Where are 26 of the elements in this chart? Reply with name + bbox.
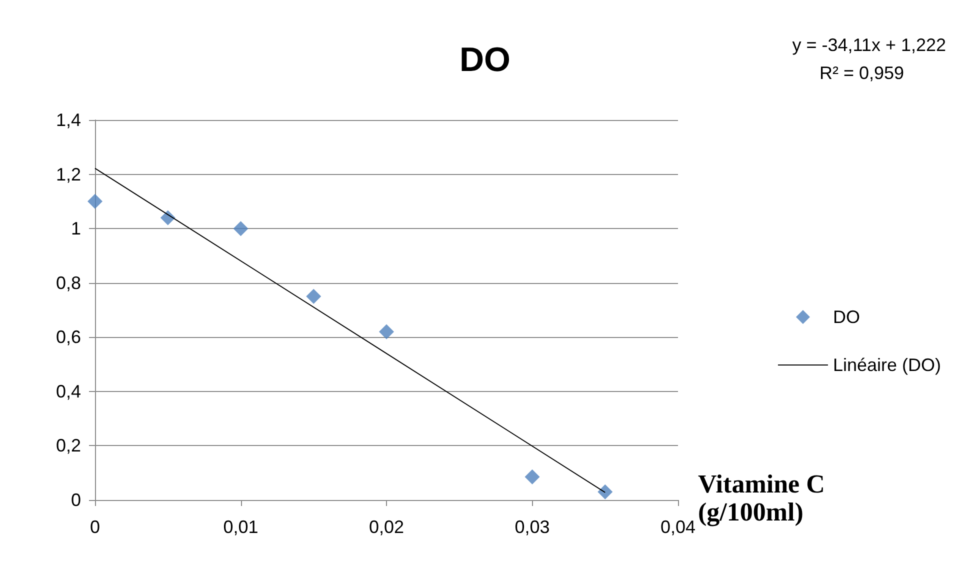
- y-tick-label: 0,2: [56, 436, 81, 456]
- x-tick-label: 0,03: [514, 517, 550, 537]
- y-tick-label: 0,4: [56, 381, 81, 402]
- point: [88, 194, 102, 209]
- legend-label: Linéaire (DO): [832, 355, 942, 375]
- y-tick-label: 1,4: [56, 110, 81, 130]
- y-tick-label: 0: [70, 490, 81, 510]
- point: [306, 288, 322, 304]
- x-tick-label: 0,01: [223, 517, 258, 537]
- y-tick-label: 1,2: [56, 164, 81, 184]
- x-axis-title: Vitamine C (g/100ml): [698, 470, 825, 526]
- point: [160, 210, 176, 226]
- point: [379, 324, 394, 340]
- x-tick-label: 0: [90, 517, 100, 537]
- point: [598, 484, 613, 500]
- y-tick-label: 1: [70, 218, 81, 239]
- text: R² = 0,959: [819, 63, 904, 83]
- text: y = -34,11x + 1,222: [792, 35, 946, 55]
- x-tick-label: 0,02: [368, 517, 404, 537]
- point: [524, 469, 540, 484]
- chart-title: DO: [460, 41, 510, 79]
- x-tick-label: 0,04: [660, 517, 696, 537]
- y-tick-label: 0,8: [56, 272, 81, 293]
- legend-label: DO: [832, 307, 860, 327]
- y-tick-label: 0,6: [56, 327, 81, 348]
- point: [233, 221, 248, 236]
